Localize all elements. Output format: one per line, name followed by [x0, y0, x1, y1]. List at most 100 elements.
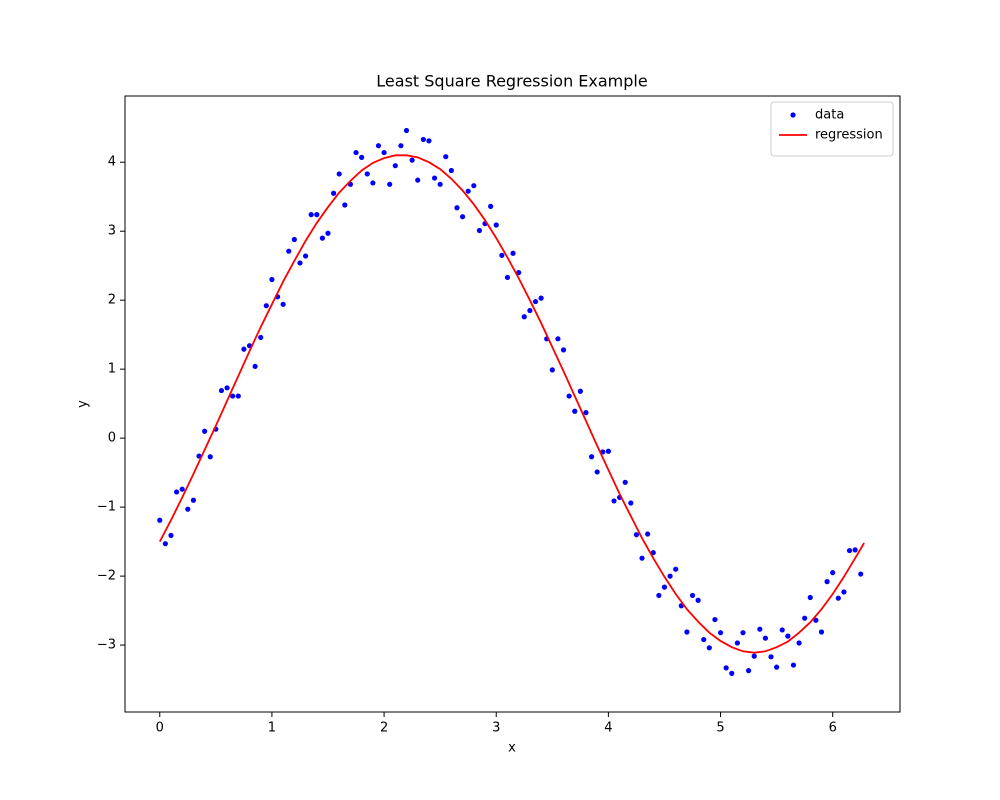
data-point — [572, 408, 578, 414]
data-point — [841, 589, 847, 595]
data-point — [549, 367, 555, 373]
data-point — [645, 531, 651, 537]
data-point — [392, 163, 398, 169]
data-point — [168, 532, 174, 539]
data-point — [173, 489, 180, 495]
data-point — [476, 227, 483, 234]
data-point — [757, 626, 763, 632]
data-point — [258, 334, 264, 341]
data-point — [695, 597, 701, 603]
data-point — [650, 550, 656, 556]
data-point — [566, 393, 572, 399]
x-tick-label: 5 — [716, 721, 724, 736]
data-point — [207, 454, 213, 460]
data-point — [448, 167, 454, 174]
y-tick-label: 1 — [108, 362, 116, 377]
data-point — [179, 486, 185, 492]
data-point — [712, 616, 718, 623]
x-tick-label: 0 — [156, 721, 164, 736]
data-point — [488, 203, 494, 209]
data-point — [185, 506, 191, 512]
data-point — [779, 627, 785, 633]
data-point — [673, 566, 679, 572]
data-point — [364, 171, 370, 177]
data-point — [336, 171, 342, 177]
data-point — [717, 630, 724, 636]
data-point — [280, 301, 286, 307]
y-tick-label: −3 — [97, 638, 116, 653]
data-point — [605, 448, 611, 454]
data-point — [751, 653, 757, 659]
data-point — [521, 314, 527, 320]
data-point — [504, 274, 511, 281]
data-point — [224, 385, 230, 391]
data-point — [375, 143, 382, 149]
plot-frame — [124, 95, 901, 713]
data-point — [807, 594, 813, 601]
data-point — [454, 205, 460, 211]
data-point — [538, 295, 544, 301]
data-point — [162, 541, 168, 547]
data-point — [398, 143, 404, 149]
legend-label: regression — [815, 128, 883, 143]
data-point — [740, 630, 746, 636]
data-point — [577, 388, 583, 394]
data-point — [370, 180, 376, 186]
x-tick-label: 6 — [829, 721, 837, 736]
y-tick-label: 0 — [108, 431, 116, 446]
data-point — [269, 276, 275, 283]
data-point — [796, 640, 802, 646]
data-point — [835, 595, 841, 601]
data-point — [583, 410, 589, 416]
data-point — [706, 645, 712, 651]
data-point — [403, 127, 410, 134]
y-tick-label: 4 — [108, 155, 116, 170]
x-tick-label: 1 — [268, 721, 276, 736]
chart-title: Least Square Regression Example — [376, 72, 647, 91]
data-point — [555, 336, 561, 342]
data-point — [235, 393, 241, 399]
data-point — [633, 532, 640, 538]
x-axis-label: x — [508, 741, 516, 756]
data-point — [263, 303, 269, 309]
data-point — [818, 629, 825, 635]
data-point — [510, 250, 516, 256]
data-point — [684, 629, 690, 635]
data-point — [291, 236, 297, 243]
data-point — [252, 363, 258, 370]
data-point — [560, 347, 567, 353]
data-point — [701, 636, 707, 643]
data-point — [230, 393, 236, 399]
data-point — [656, 592, 662, 599]
data-point — [734, 640, 740, 646]
data-point — [594, 469, 600, 475]
data-point — [852, 547, 858, 553]
data-point — [774, 664, 780, 670]
data-point — [342, 202, 348, 208]
data-point — [157, 517, 163, 523]
data-point — [308, 212, 314, 218]
data-point — [381, 149, 387, 156]
data-point — [359, 154, 365, 160]
y-tick-label: −1 — [97, 500, 116, 515]
data-point — [493, 222, 499, 228]
data-point — [813, 617, 819, 623]
data-point — [802, 615, 808, 621]
data-point — [639, 555, 645, 561]
data-point — [387, 181, 393, 187]
data-point — [302, 253, 309, 259]
data-point — [628, 500, 634, 506]
data-point — [353, 149, 359, 156]
data-point — [202, 428, 208, 434]
data-point — [443, 154, 449, 160]
data-point — [409, 157, 415, 163]
data-point — [319, 235, 325, 241]
data-point — [241, 346, 247, 352]
y-axis-label: y — [76, 400, 91, 408]
data-point — [858, 571, 864, 577]
data-point — [190, 497, 197, 503]
data-point — [465, 188, 471, 194]
data-point — [437, 181, 443, 187]
x-tick-label: 2 — [380, 721, 388, 736]
